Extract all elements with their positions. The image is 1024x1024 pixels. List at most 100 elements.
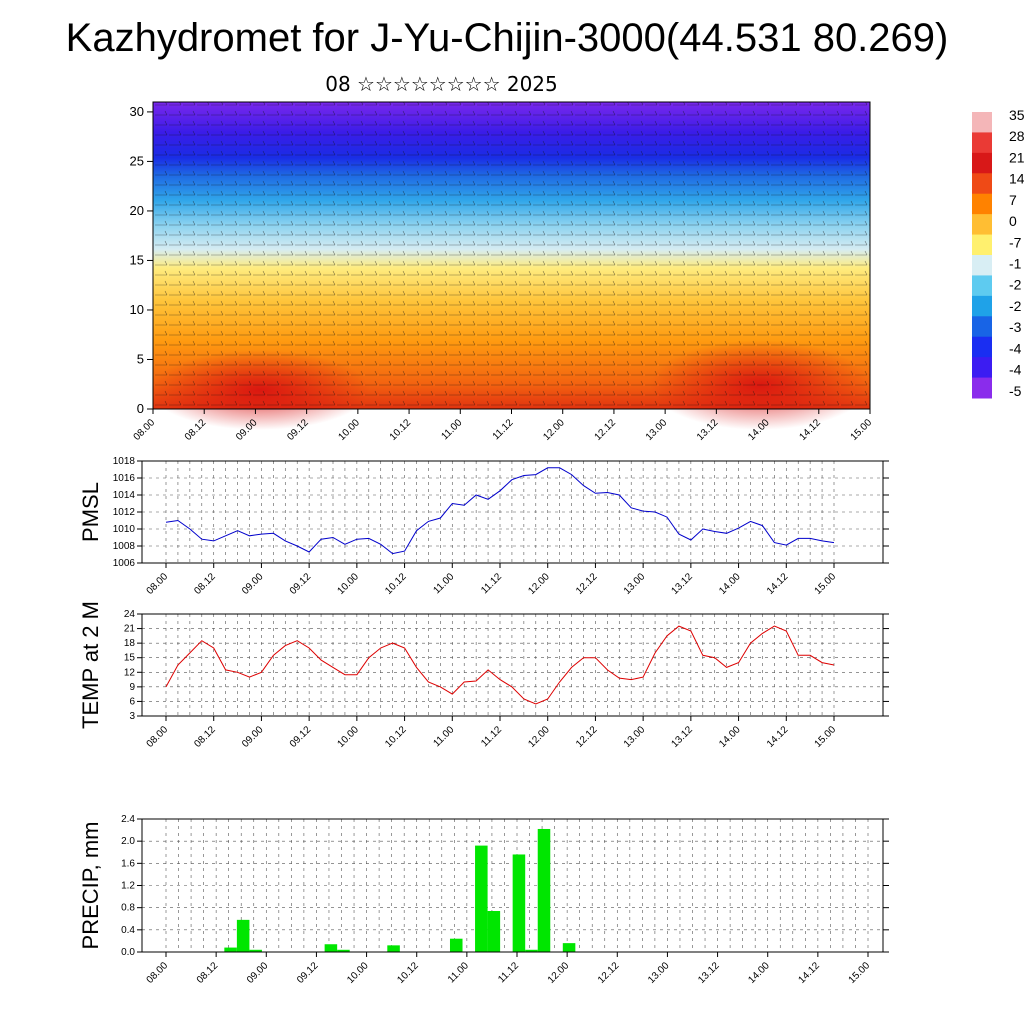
precip-bar [487, 910, 501, 952]
y-tick-label: 1006 [113, 558, 136, 569]
x-tick-label: 13.12 [670, 724, 696, 750]
y-tick-label: 15 [124, 653, 136, 664]
x-tick-label: 11.00 [446, 960, 471, 985]
heatmap-y-tick-label: 5 [137, 351, 144, 366]
colorbar-swatch [972, 275, 992, 297]
x-tick-label: 09.00 [240, 724, 266, 750]
precip-bar [324, 944, 338, 952]
x-tick-label: 08.00 [145, 724, 171, 750]
temp-panel: 3 6 9 12 15 18 21 24 08.00 08.12 09.00 09.12 10.00 1… [78, 601, 889, 750]
y-tick-label: 1016 [113, 473, 136, 484]
x-tick-label: 08.12 [195, 960, 221, 986]
x-tick-label: 10.00 [336, 571, 362, 597]
precip-bar [512, 854, 526, 952]
colorbar-swatch [972, 377, 992, 399]
x-tick-label: 13.12 [670, 571, 696, 597]
precip-y-label: PRECIP, mm [78, 822, 103, 950]
precip-bar [449, 938, 463, 952]
heatmap-x-tick-label: 11.12 [491, 417, 516, 442]
colorbar-swatch [972, 357, 992, 379]
x-tick-label: 13.12 [696, 960, 722, 986]
x-tick-label: 13.00 [646, 960, 672, 986]
heatmap-x-tick-label: 08.00 [132, 417, 158, 443]
x-tick-label: 15.00 [813, 571, 839, 597]
x-tick-label: 11.12 [496, 960, 521, 985]
x-tick-label: 14.00 [717, 571, 743, 597]
x-tick-label: 12.00 [546, 960, 572, 986]
precip-frame [141, 818, 884, 953]
colorbar-swatch [972, 173, 992, 195]
x-tick-label: 13.00 [622, 571, 648, 597]
colorbar-label: 0 [1009, 213, 1017, 229]
colorbar-swatch [972, 234, 992, 256]
x-tick-label: 09.00 [240, 571, 266, 597]
x-tick-label: 11.12 [479, 571, 504, 596]
colorbar-swatch [972, 316, 992, 338]
colorbar-label: -2 [1009, 277, 1022, 293]
x-tick-label: 12.00 [526, 724, 552, 750]
colorbar-label: -1 [1009, 256, 1022, 272]
colorbar-swatch [972, 152, 992, 174]
x-tick-label: 15.00 [847, 960, 873, 986]
precip-panel: 0.0 0.4 0.8 1.2 1.6 2.0 2.4 08.00 08.12 09.00 09.… [78, 814, 889, 986]
colorbar-swatch [972, 255, 992, 276]
pmsl-series-line [165, 467, 835, 555]
x-tick-label: 13.00 [622, 724, 648, 750]
precip-grid [142, 818, 883, 953]
colorbar-label: 28 [1009, 128, 1024, 144]
heatmap-x-tick-label: 10.00 [337, 417, 363, 443]
x-tick-label: 09.12 [288, 571, 314, 597]
x-tick-label: 08.00 [145, 960, 171, 986]
y-tick-label: 1012 [113, 507, 136, 518]
colorbar-swatch [972, 336, 992, 358]
precip-bar [562, 943, 576, 952]
x-tick-label: 09.12 [288, 724, 314, 750]
precip-x-axis: 08.00 08.12 09.00 09.12 10.00 10.12 11.00 11.12… [145, 952, 873, 986]
colorbar-swatch [972, 295, 992, 317]
colorbar-label: 35 [1009, 107, 1024, 123]
precip-bar [337, 949, 350, 952]
x-tick-label: 12.12 [574, 571, 600, 597]
x-tick-label: 15.00 [813, 724, 839, 750]
x-tick-label: 11.12 [479, 724, 504, 749]
x-tick-label: 12.00 [526, 571, 552, 597]
x-tick-label: 12.12 [574, 724, 600, 750]
chart-subtitle: 08 ☆☆☆☆☆☆☆☆ 2025 [325, 72, 558, 96]
heatmap-x-tick-label: 11.00 [439, 417, 464, 442]
heatmap-y-tick-label: 20 [130, 203, 144, 218]
temp-y-axis: 3 6 9 12 15 18 21 24 [124, 609, 889, 722]
colorbar-swatch [972, 132, 992, 154]
x-tick-label: 14.12 [797, 960, 823, 986]
colorbar-label: -3 [1009, 319, 1022, 335]
precip-bar [537, 828, 551, 952]
heatmap-y-tick-label: 15 [130, 252, 144, 267]
x-tick-label: 10.00 [345, 960, 371, 986]
x-tick-label: 09.00 [245, 960, 271, 986]
precip-bar [236, 919, 250, 952]
colorbar: 35 28 21 14 7 0 -7 -1 -2 -2 -3 -4 -4 -5 [972, 107, 1024, 399]
colorbar-swatch [972, 214, 992, 236]
heatmap-y-tick-label: 0 [137, 401, 144, 416]
x-tick-label: 11.00 [431, 724, 456, 749]
y-tick-label: 1008 [113, 541, 136, 552]
temp-x-axis: 08.00 08.12 09.00 09.12 10.00 10.12 11.00 11.12… [145, 716, 839, 750]
x-tick-label: 08.00 [145, 571, 171, 597]
y-tick-label: 24 [124, 609, 136, 620]
y-tick-label: 1014 [113, 490, 136, 501]
x-tick-label: 14.00 [717, 724, 743, 750]
y-tick-label: 1010 [113, 524, 136, 535]
colorbar-label: -2 [1009, 298, 1022, 314]
x-tick-label: 11.00 [431, 571, 456, 596]
y-tick-label: 1.2 [121, 881, 135, 892]
x-tick-label: 14.00 [746, 960, 772, 986]
temp-y-label: TEMP at 2 M [78, 601, 103, 729]
colorbar-label: -5 [1009, 383, 1022, 399]
precip-bar [224, 947, 237, 952]
colorbar-swatch [972, 193, 992, 215]
precip-y-axis: 0.0 0.4 0.8 1.2 1.6 2.0 2.4 [121, 814, 889, 958]
heatmap-x-tick-label: 10.12 [388, 417, 414, 443]
y-tick-label: 0.8 [121, 903, 135, 914]
colorbar-label: -4 [1009, 340, 1022, 356]
y-tick-label: 0.4 [121, 925, 135, 936]
